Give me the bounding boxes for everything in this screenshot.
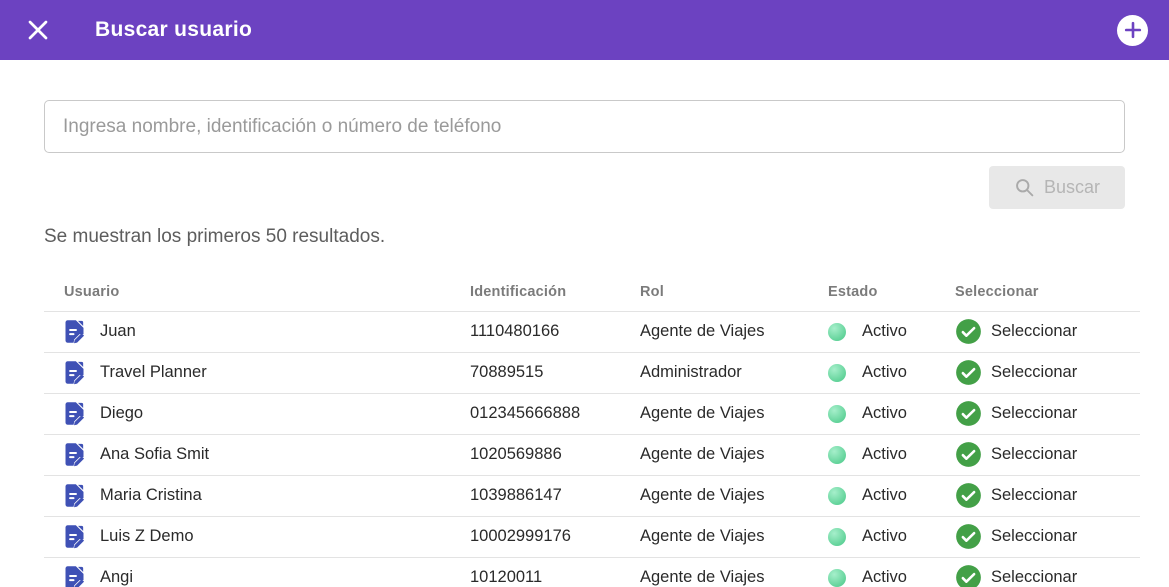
select-user-button[interactable]: Seleccionar [955, 353, 1077, 393]
select-user-button[interactable]: Seleccionar [955, 435, 1077, 475]
plus-icon [1124, 21, 1141, 39]
status-dot-icon [828, 363, 846, 382]
status-dot-icon [828, 568, 846, 587]
results-table: Usuario Identificación Rol Estado Selecc… [44, 274, 1140, 587]
select-label: Seleccionar [991, 404, 1078, 422]
close-icon[interactable] [25, 17, 51, 43]
column-header-rol: Rol [640, 274, 828, 312]
user-name: Luis Z Demo [100, 527, 194, 545]
check-circle-icon [955, 564, 982, 587]
status-label: Activo [862, 568, 907, 586]
check-circle-icon [955, 482, 982, 509]
user-identification: 1110480166 [470, 311, 640, 353]
status-label: Activo [862, 486, 907, 504]
user-name: Maria Cristina [100, 486, 202, 504]
table-row: Travel Planner 70889515 Administrador Ac… [44, 352, 1140, 394]
results-note: Se muestran los primeros 50 resultados. [44, 226, 386, 247]
check-circle-icon [955, 400, 982, 427]
select-label: Seleccionar [991, 322, 1078, 340]
user-name: Ana Sofia Smit [100, 445, 210, 463]
column-header-identificacion: Identificación [470, 274, 640, 312]
status-label: Activo [862, 322, 907, 340]
user-identification: 10120011 [470, 557, 640, 587]
status-label: Activo [862, 527, 907, 545]
table-row: Luis Z Demo 10002999176 Agente de Viajes… [44, 516, 1140, 558]
user-role: Agente de Viajes [640, 475, 828, 517]
table-row: Juan 1110480166 Agente de Viajes Activo … [44, 311, 1140, 353]
edit-document-icon[interactable] [61, 564, 88, 587]
dialog-header: Buscar usuario [0, 0, 1169, 60]
select-user-button[interactable]: Seleccionar [955, 476, 1077, 516]
user-role: Agente de Viajes [640, 311, 828, 353]
search-icon [1016, 179, 1034, 197]
user-name: Diego [100, 404, 144, 422]
edit-document-icon[interactable] [61, 441, 88, 468]
user-role: Agente de Viajes [640, 434, 828, 476]
table-body: Juan 1110480166 Agente de Viajes Activo … [44, 311, 1140, 587]
select-user-button[interactable]: Seleccionar [955, 394, 1077, 434]
search-input[interactable] [44, 100, 1125, 153]
select-label: Seleccionar [991, 445, 1078, 463]
user-name: Travel Planner [100, 363, 207, 381]
select-label: Seleccionar [991, 568, 1078, 586]
check-circle-icon [955, 359, 982, 386]
check-circle-icon [955, 318, 982, 345]
search-button-label: Buscar [1043, 177, 1101, 197]
user-identification: 012345666888 [470, 393, 640, 435]
table-row: Diego 012345666888 Agente de Viajes Acti… [44, 393, 1140, 435]
status-dot-icon [828, 527, 846, 546]
user-role: Agente de Viajes [640, 557, 828, 587]
check-circle-icon [955, 523, 982, 550]
status-dot-icon [828, 404, 846, 423]
user-name: Angi [100, 568, 134, 586]
select-user-button[interactable]: Seleccionar [955, 558, 1077, 587]
user-identification: 70889515 [470, 352, 640, 394]
select-user-button[interactable]: Seleccionar [955, 312, 1077, 352]
edit-document-icon[interactable] [61, 482, 88, 509]
user-role: Agente de Viajes [640, 516, 828, 558]
select-user-button[interactable]: Seleccionar [955, 517, 1077, 557]
check-circle-icon [955, 441, 982, 468]
select-label: Seleccionar [991, 486, 1078, 504]
edit-document-icon[interactable] [61, 318, 88, 345]
status-label: Activo [862, 363, 907, 381]
user-name: Juan [100, 322, 136, 340]
table-row: Angi 10120011 Agente de Viajes Activo Se… [44, 557, 1140, 587]
add-user-button[interactable] [1117, 14, 1148, 46]
status-label: Activo [862, 404, 907, 422]
user-identification: 1020569886 [470, 434, 640, 476]
column-header-usuario: Usuario [44, 274, 470, 312]
status-label: Activo [862, 445, 907, 463]
user-role: Agente de Viajes [640, 393, 828, 435]
search-button[interactable]: Buscar [989, 166, 1125, 209]
column-header-seleccionar: Seleccionar [955, 274, 1140, 312]
table-row: Ana Sofia Smit 1020569886 Agente de Viaj… [44, 434, 1140, 476]
user-identification: 10002999176 [470, 516, 640, 558]
page-title: Buscar usuario [95, 18, 253, 41]
edit-document-icon[interactable] [61, 400, 88, 427]
edit-document-icon[interactable] [61, 523, 88, 550]
table-row: Maria Cristina 1039886147 Agente de Viaj… [44, 475, 1140, 517]
user-role: Administrador [640, 352, 828, 394]
status-dot-icon [828, 322, 846, 341]
user-identification: 1039886147 [470, 475, 640, 517]
table-header-row: Usuario Identificación Rol Estado Selecc… [44, 274, 1140, 312]
select-label: Seleccionar [991, 363, 1078, 381]
column-header-estado: Estado [828, 274, 955, 312]
status-dot-icon [828, 486, 846, 505]
select-label: Seleccionar [991, 527, 1078, 545]
status-dot-icon [828, 445, 846, 464]
edit-document-icon[interactable] [61, 359, 88, 386]
